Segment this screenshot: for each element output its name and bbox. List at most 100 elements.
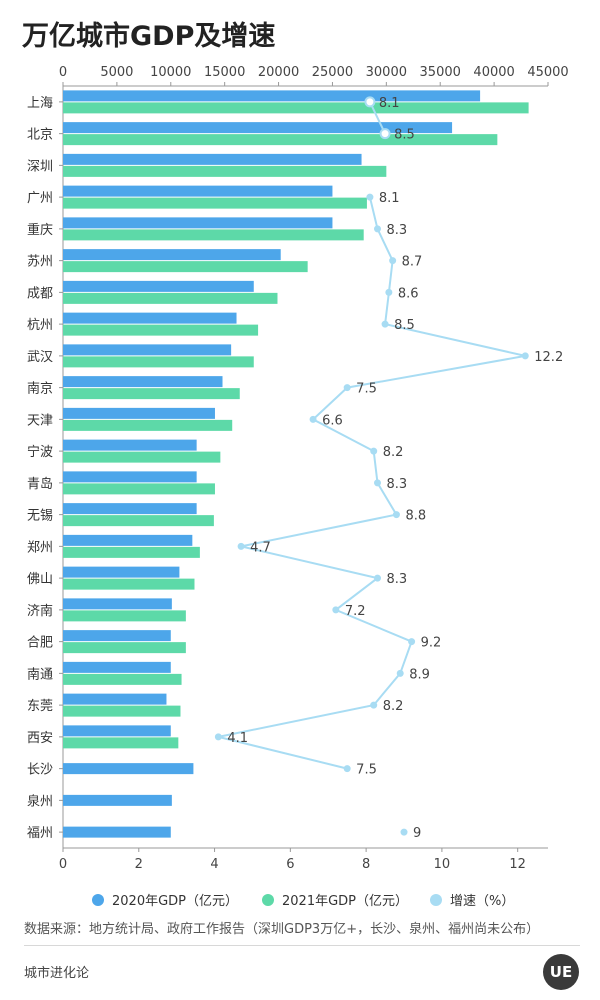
category-label: 广州 — [27, 191, 53, 206]
category-label: 深圳 — [27, 159, 53, 174]
top-tick-label: 35000 — [420, 65, 461, 80]
bar-gdp2020 — [63, 122, 453, 134]
bottom-tick-label: 10 — [434, 857, 451, 872]
brand-name: 城市进化论 — [24, 966, 90, 981]
bar-gdp2020 — [63, 503, 197, 515]
category-label: 郑州 — [27, 540, 53, 555]
bar-gdp2020 — [63, 344, 232, 356]
category-label: 长沙 — [27, 763, 53, 778]
bar-gdp2020 — [63, 725, 171, 737]
category-label: 无锡 — [27, 509, 53, 524]
legend-marker-growth — [430, 893, 442, 906]
top-tick-label: 5000 — [100, 65, 133, 80]
bar-gdp2021 — [63, 324, 259, 336]
bottom-tick-label: 0 — [59, 857, 67, 872]
bar-gdp2021 — [63, 229, 364, 241]
growth-point — [381, 320, 389, 328]
bar-gdp2020 — [63, 153, 362, 165]
category-label: 青岛 — [27, 476, 53, 492]
growth-label: 7.5 — [356, 382, 377, 397]
category-label: 泉州 — [27, 793, 53, 809]
bar-gdp2021 — [63, 515, 214, 527]
top-tick-label: 30000 — [366, 65, 407, 80]
growth-label: 8.1 — [379, 96, 400, 111]
growth-label: 7.2 — [345, 604, 366, 619]
category-label: 南通 — [27, 666, 53, 682]
bar-gdp2020 — [63, 217, 333, 229]
growth-label: 8.7 — [402, 255, 423, 270]
top-tick-label: 40000 — [473, 65, 514, 80]
category-label: 上海 — [27, 96, 53, 111]
growth-point — [364, 96, 376, 108]
bar-gdp2021 — [63, 165, 387, 177]
bar-gdp2020 — [63, 312, 237, 324]
category-label: 武汉 — [27, 350, 53, 365]
growth-label: 8.2 — [383, 445, 404, 460]
growth-point — [214, 733, 222, 741]
bar-gdp2021 — [63, 610, 186, 622]
growth-point — [396, 669, 404, 677]
category-label: 西安 — [27, 731, 53, 746]
bar-gdp2021 — [63, 705, 181, 717]
growth-point — [309, 415, 317, 423]
brand-logo: UE — [543, 954, 579, 990]
growth-label: 8.8 — [405, 509, 426, 524]
growth-point — [385, 288, 393, 296]
bar-gdp2021 — [63, 483, 215, 495]
growth-point — [366, 193, 374, 201]
bottom-tick-label: 2 — [135, 857, 143, 872]
bar-gdp2021 — [63, 292, 278, 304]
growth-label: 8.9 — [409, 667, 430, 682]
growth-point — [392, 511, 400, 519]
legend-label-gdp2021: 2021年GDP（亿元） — [282, 894, 409, 909]
bar-gdp2020 — [63, 566, 180, 578]
category-label: 东莞 — [27, 699, 53, 714]
bar-gdp2020 — [63, 598, 172, 610]
growth-point — [332, 606, 340, 614]
top-tick-label: 45000 — [527, 65, 568, 80]
bar-gdp2020 — [63, 794, 172, 806]
bar-gdp2021 — [63, 356, 254, 368]
growth-label: 8.3 — [386, 223, 407, 238]
category-label: 杭州 — [27, 318, 53, 333]
category-label: 重庆 — [27, 222, 53, 238]
growth-point — [373, 479, 381, 487]
bar-gdp2020 — [63, 693, 167, 705]
growth-point — [379, 128, 391, 140]
bar-gdp2021 — [63, 388, 240, 400]
data-source: 数据来源：地方统计局、政府工作报告（深圳GDP3万亿+，长沙、泉州、福州尚未公布… — [24, 918, 580, 946]
bar-gdp2020 — [63, 90, 481, 102]
category-label: 北京 — [27, 128, 53, 143]
bottom-tick-label: 8 — [362, 857, 370, 872]
growth-label: 7.5 — [356, 763, 377, 778]
category-label: 苏州 — [27, 254, 53, 270]
growth-label: 8.1 — [379, 191, 400, 206]
category-label: 天津 — [27, 413, 53, 428]
bar-gdp2020 — [63, 376, 223, 388]
category-label: 济南 — [27, 603, 53, 619]
bar-gdp2021 — [63, 102, 529, 114]
growth-label: 12.2 — [534, 350, 563, 365]
bar-gdp2020 — [63, 661, 171, 673]
top-tick-label: 20000 — [258, 65, 299, 80]
bar-gdp2021 — [63, 546, 200, 558]
category-label: 宁波 — [27, 444, 53, 460]
bottom-tick-label: 4 — [210, 857, 218, 872]
legend-marker-gdp2020 — [92, 893, 104, 906]
growth-point — [343, 384, 351, 392]
growth-line — [218, 196, 526, 770]
growth-label: 6.6 — [322, 413, 343, 428]
top-tick-label: 0 — [59, 65, 67, 80]
top-tick-label: 25000 — [312, 65, 353, 80]
growth-label: 4.1 — [227, 731, 248, 746]
growth-label: 8.3 — [386, 477, 407, 492]
bar-gdp2020 — [63, 471, 197, 483]
growth-label: 8.5 — [394, 128, 415, 143]
growth-label: 8.6 — [398, 286, 419, 301]
bar-gdp2021 — [63, 134, 498, 146]
bar-gdp2021 — [63, 261, 308, 273]
legend-item-gdp2020: 2020年GDP（亿元） — [92, 890, 238, 909]
bottom-tick-label: 6 — [286, 857, 294, 872]
growth-label: 8.3 — [386, 572, 407, 587]
bar-gdp2020 — [63, 826, 171, 838]
